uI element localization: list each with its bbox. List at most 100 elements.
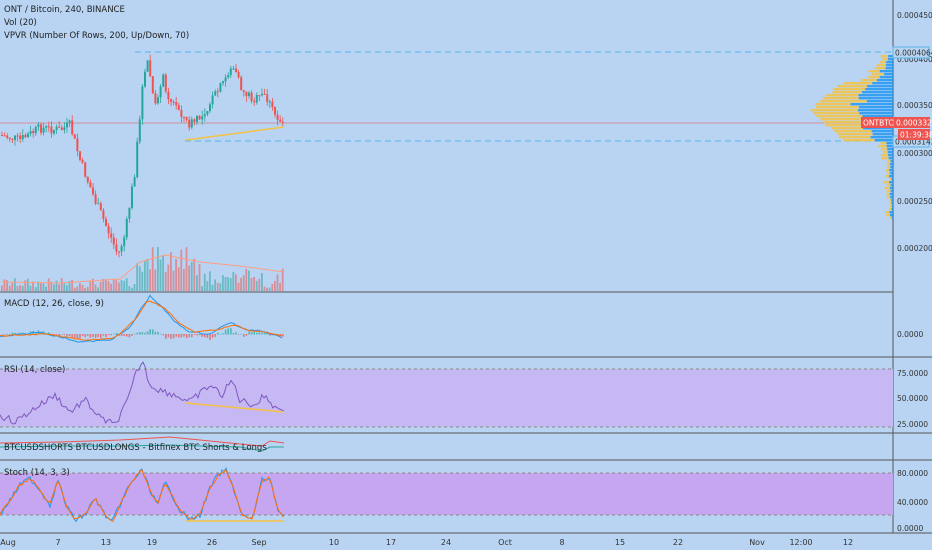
candle-body — [276, 114, 279, 120]
macd-histogram-bar — [185, 334, 188, 339]
candle-body — [6, 135, 9, 138]
symbol-tag-text: ONTBTC — [863, 119, 894, 128]
macd-histogram-bar — [149, 329, 151, 335]
vpvr-bar-down — [889, 208, 892, 211]
macd-histogram-bar — [227, 328, 229, 335]
macd-histogram-bar — [206, 334, 209, 338]
vpvr-bar-down — [810, 109, 858, 112]
candle-body — [16, 135, 19, 137]
candle-body — [37, 124, 40, 127]
macd-histogram-bar — [237, 334, 240, 335]
macd-histogram-bar — [1, 334, 3, 335]
candle-body — [255, 95, 258, 103]
time-tick-label: 12 — [843, 538, 853, 547]
volume-bar — [107, 281, 110, 291]
candle-body — [21, 135, 24, 140]
volume-bar — [73, 287, 76, 291]
vpvr-bar-up — [859, 112, 893, 115]
macd-histogram-bar — [53, 334, 55, 336]
candle-body — [157, 97, 159, 104]
candle-body — [55, 126, 58, 130]
vpvr-bar-up — [887, 151, 893, 154]
macd-histogram-bar — [97, 334, 99, 338]
macd-histogram-bar — [120, 334, 123, 336]
vpvr-bar-up — [889, 181, 893, 184]
volume-bar — [45, 286, 47, 291]
macd-histogram-bar — [198, 334, 201, 336]
macd-histogram-bar — [165, 334, 167, 339]
vpvr-bar-down — [820, 100, 867, 103]
macd-histogram-bar — [3, 334, 6, 335]
volume-bar — [131, 287, 133, 291]
vpvr-bar-down — [878, 145, 887, 148]
vpvr-bar-down — [820, 118, 866, 121]
time-tick-label: 15 — [615, 538, 625, 547]
vpvr-bar-down — [885, 214, 891, 217]
volume-bar — [211, 284, 214, 291]
rsi-pane — [0, 361, 285, 425]
candle-body — [250, 92, 253, 102]
macd-histogram-bar — [180, 334, 183, 338]
candle-body — [141, 86, 144, 120]
rsi-tick-label: 25.0000 — [897, 420, 928, 429]
volume-bar — [128, 286, 131, 291]
stoch-band — [0, 473, 893, 515]
macd-histogram-bar — [224, 329, 227, 335]
candle-body — [66, 122, 68, 128]
macd-histogram-bar — [245, 334, 248, 336]
price-trendline[interactable] — [185, 126, 285, 141]
candle-body — [118, 251, 120, 253]
time-tick-label: Oct — [498, 538, 512, 547]
candle-body — [240, 77, 243, 91]
macd-histogram-bar — [133, 333, 136, 335]
volume-bar — [162, 255, 164, 291]
candle-body — [144, 71, 146, 87]
shorts-line — [0, 436, 285, 447]
vpvr-bar-up — [862, 115, 893, 118]
vpvr-bar-up — [891, 217, 893, 220]
macd-histogram-bar — [131, 334, 133, 336]
rsi-label: RSI (14, close) — [4, 365, 65, 375]
candle-body — [131, 186, 133, 208]
volume-bar — [110, 283, 112, 291]
macd-histogram-bar — [282, 334, 284, 337]
vpvr-bar-up — [890, 166, 893, 169]
support-tag-text: 0.0003142 — [895, 138, 932, 147]
volume-bar — [34, 287, 37, 291]
macd-histogram-bar — [263, 332, 266, 335]
vpvr-bar-up — [858, 106, 893, 109]
vpvr-bar-up — [889, 187, 893, 190]
time-tick-label: 24 — [441, 538, 451, 547]
stoch-tick-label: 80.0000 — [897, 469, 928, 478]
vpvr-bar-down — [880, 154, 889, 157]
macd-histogram-bar — [92, 334, 94, 337]
volume-bar — [63, 283, 66, 291]
macd-histogram-bar — [256, 332, 258, 335]
vpvr-bar-up — [891, 199, 893, 202]
volume-bar — [279, 282, 281, 291]
macd-histogram-bar — [170, 334, 172, 339]
rsi-trendline[interactable] — [185, 402, 285, 413]
vpvr-bar-down — [881, 157, 889, 160]
vpvr-bar-down — [889, 199, 892, 202]
macd-histogram-bar — [68, 334, 71, 337]
vpvr-bar-down — [843, 82, 873, 85]
volume-bar — [196, 275, 198, 291]
vpvr-bar-down — [868, 70, 880, 73]
time-axis[interactable]: Aug 7 13 19 26 Sep 10 17 24 Oct 8 15 22 Nov 12:00 12 — [0, 538, 853, 547]
volume-bar — [115, 279, 118, 291]
candle-body — [214, 91, 217, 96]
candle-body — [245, 91, 248, 97]
volume-bar — [32, 281, 34, 291]
macd-histogram-bar — [214, 334, 216, 337]
volume-bar — [1, 285, 3, 291]
macd-histogram-bar — [157, 331, 159, 335]
shorts-longs-pane — [0, 436, 285, 452]
macd-histogram-bar — [219, 333, 222, 335]
volume-bar — [276, 274, 279, 291]
volume-bar — [281, 268, 284, 291]
volume-bar — [84, 287, 86, 291]
candle-body — [94, 194, 97, 204]
